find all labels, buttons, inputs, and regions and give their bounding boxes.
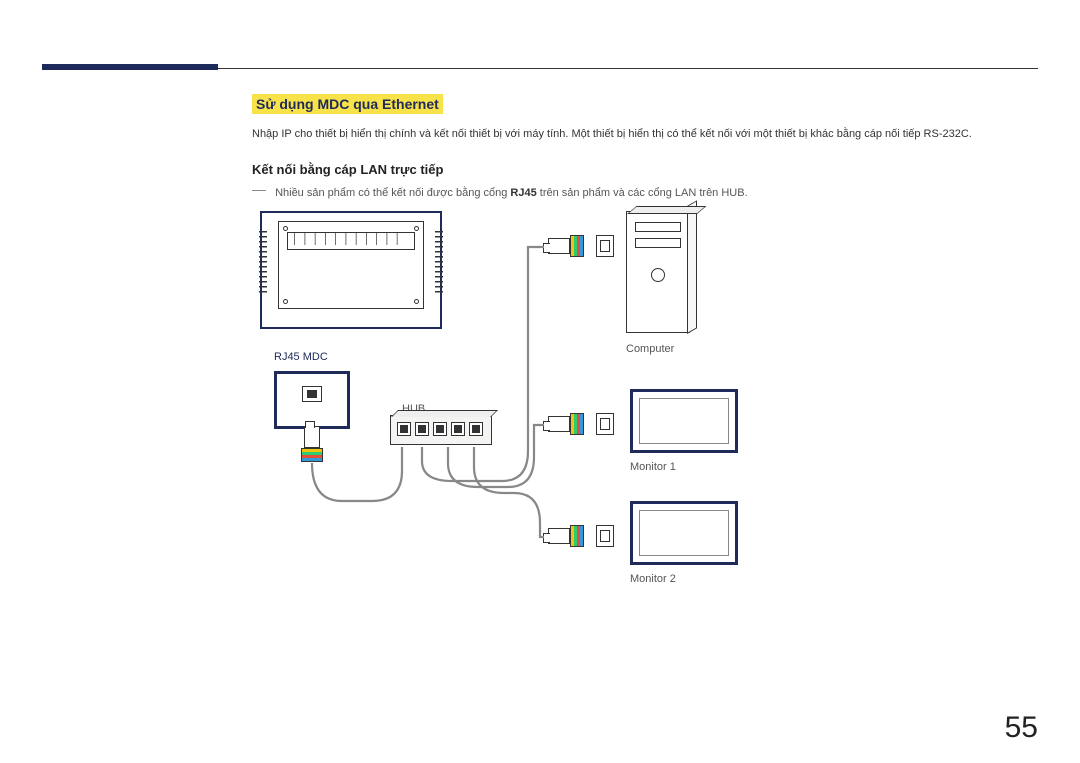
monitor1-label: Monitor 1: [630, 461, 676, 473]
screw-icon: [283, 299, 288, 304]
note-suffix: trên sản phẩm và các cổng LAN trên HUB.: [537, 187, 748, 199]
display-rear-panel: [260, 211, 442, 329]
drive-bay-icon: [635, 238, 681, 248]
drive-bay-icon: [635, 222, 681, 232]
rear-inner: [278, 221, 424, 309]
intro-paragraph: Nhập IP cho thiết bị hiển thị chính và k…: [252, 126, 1042, 144]
page: Sử dụng MDC qua Ethernet Nhập IP cho thi…: [0, 0, 1080, 763]
hub-port-icon: [433, 422, 447, 436]
hub-port-icon: [397, 422, 411, 436]
note-line: Nhiều sản phẩm có thể kết nối được bằng …: [252, 187, 1042, 199]
rj45-panel: [274, 371, 350, 429]
cable-hub-monitor2: [474, 447, 544, 537]
note-dash-icon: [252, 190, 266, 191]
hub-ports: [397, 422, 483, 436]
rj45-port-icon: [302, 386, 322, 402]
cable-rj45-hub: [312, 447, 402, 501]
heading-sub: Kết nối bằng cáp LAN trực tiếp: [252, 162, 1042, 177]
hub-port-icon: [469, 422, 483, 436]
computer-tower: [626, 211, 690, 333]
rj45-label: RJ45 MDC: [274, 351, 328, 363]
hub-port-icon: [415, 422, 429, 436]
rear-side-left: [259, 231, 267, 295]
power-button-icon: [651, 268, 665, 282]
network-diagram: RJ45 MDC HUB Computer: [252, 211, 812, 611]
rj45-plug-icon: [548, 413, 584, 435]
note-prefix: Nhiều sản phẩm có thể kết nối được bằng …: [275, 187, 510, 199]
port-icon: [596, 413, 614, 435]
note-bold: RJ45: [510, 187, 536, 199]
port-icon: [596, 235, 614, 257]
rj45-plug-icon: [548, 235, 584, 257]
page-number: 55: [1005, 711, 1038, 745]
screw-icon: [414, 226, 419, 231]
rear-bar: [287, 232, 415, 250]
port-icon: [596, 525, 614, 547]
hub-port-icon: [451, 422, 465, 436]
rear-side-right: [435, 231, 443, 295]
monitor-1: [630, 389, 738, 453]
header-accent-bar: [42, 64, 218, 70]
content-area: Sử dụng MDC qua Ethernet Nhập IP cho thi…: [252, 94, 1042, 611]
monitor-2: [630, 501, 738, 565]
computer-label: Computer: [626, 343, 674, 355]
rj45-plug-icon: [301, 426, 323, 462]
hub-device: [390, 415, 492, 445]
rj45-plug-icon: [548, 525, 584, 547]
heading-main: Sử dụng MDC qua Ethernet: [252, 94, 443, 114]
screw-icon: [283, 226, 288, 231]
monitor2-label: Monitor 2: [630, 573, 676, 585]
screw-icon: [414, 299, 419, 304]
